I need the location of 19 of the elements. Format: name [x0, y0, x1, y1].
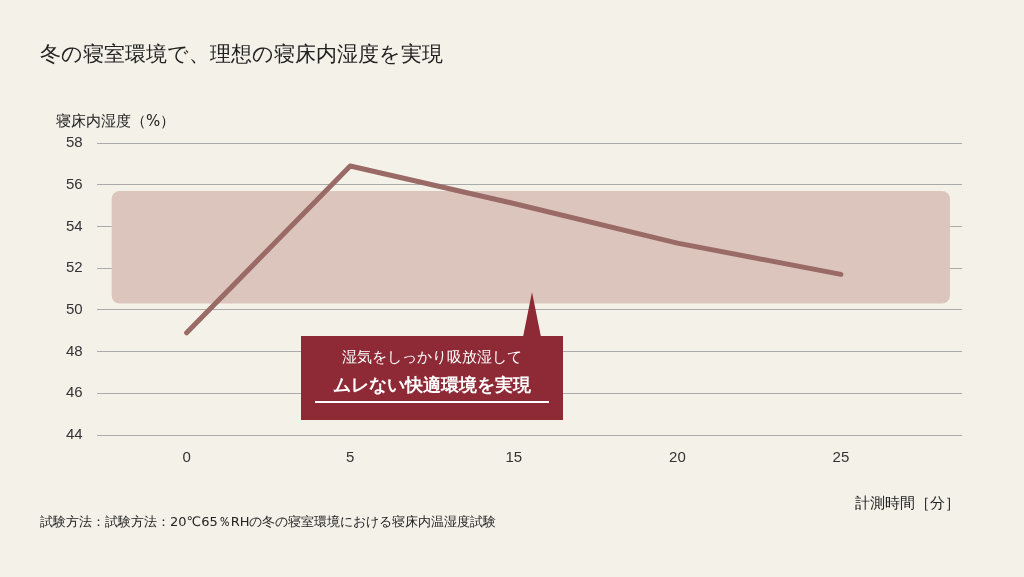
x-tick-label: 15: [505, 448, 523, 466]
x-tick-label: 25: [832, 448, 850, 466]
y-axis-title: 寝床内湿度（%）: [56, 112, 176, 131]
y-tick-label: 48: [66, 341, 83, 359]
y-tick-label: 44: [66, 425, 83, 443]
annotation: ムレない快適環境を実現: [315, 373, 549, 403]
x-tick-label: 5: [346, 448, 355, 466]
chart-title: 冬の寝室環境で、理想の寝床内湿度を実現: [40, 41, 443, 68]
text: 試験方法：試験方法：20℃65％RHの冬の寝室環境における寝床内温湿度試験: [40, 513, 497, 531]
y-tick-label: 52: [66, 258, 83, 276]
y-tick-label: 50: [66, 300, 83, 317]
y-tick-label: 58: [66, 133, 83, 151]
y-tick-label: 54: [66, 216, 83, 234]
x-tick-label: 0: [182, 448, 191, 466]
y-tick-label: 56: [66, 174, 83, 192]
y-tick-label: 46: [66, 383, 83, 401]
annotation: 湿気をしっかり吸放湿して: [341, 348, 523, 367]
x-axis-title: 計測時間［分］: [855, 494, 960, 513]
x-tick-label: 20: [669, 448, 686, 466]
